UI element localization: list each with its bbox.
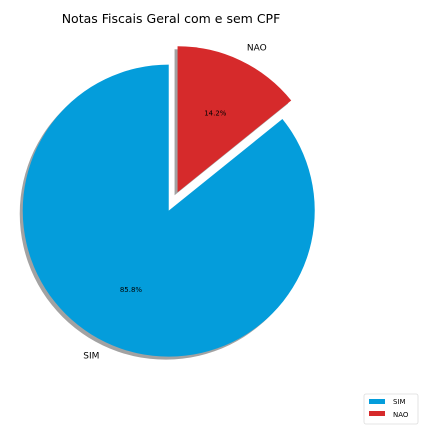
legend-swatch-nao: [369, 411, 385, 416]
slice-label-nao: NAO: [247, 43, 267, 53]
pie-slices: [19, 46, 315, 360]
pct-label-nao: 14.2%: [204, 110, 227, 118]
chart-title: Notas Fiscais Geral com e sem CPF: [62, 11, 281, 26]
pie-labels: 85.8% SIM 14.2% NAO: [83, 43, 266, 361]
legend-label-sim: SIM: [393, 398, 406, 406]
legend-frame: [363, 393, 419, 425]
legend: SIM NAO: [363, 393, 419, 425]
pie-slice-nao: [177, 46, 292, 193]
legend-label-nao: NAO: [393, 411, 409, 419]
legend-swatch-sim: [369, 399, 385, 404]
slice-label-sim: SIM: [83, 352, 99, 362]
pie-slice-sim: [22, 64, 315, 357]
pct-label-sim: 85.8%: [120, 286, 143, 294]
